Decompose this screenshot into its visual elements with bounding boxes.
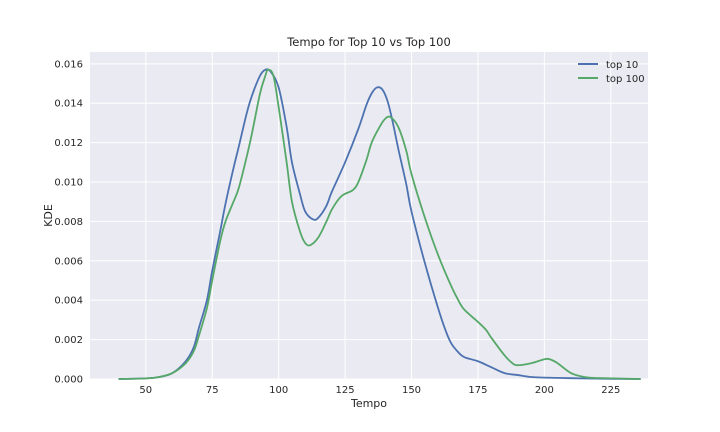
legend-label-top-100: top 100 [606,74,645,85]
x-tick-label: 100 [269,385,288,396]
y-tick-label: 0.002 [54,335,83,346]
tick-layer: 50 75 100 125 150 175 200 225 0.000 0.002 0.004 0.0… [54,59,620,396]
series-line-top-10 [118,68,641,380]
legend: top 10 top 100 [578,60,645,85]
y-tick-label: 0.010 [54,178,83,189]
x-tick-label: 200 [535,385,554,396]
y-tick-label: 0.008 [54,217,83,228]
y-tick-label: 0.000 [54,375,83,386]
legend-label-top-10: top 10 [606,60,638,71]
x-tick-label: 75 [206,385,219,396]
x-tick-label: 50 [139,385,152,396]
x-axis-label: Tempo [350,397,387,410]
series-layer [118,68,641,380]
x-tick-label: 150 [402,385,421,396]
y-tick-label: 0.004 [54,296,83,307]
chart-title: Tempo for Top 10 vs Top 100 [286,35,451,49]
series-line-top-100 [118,68,641,380]
y-tick-label: 0.012 [54,138,83,149]
y-tick-label: 0.016 [54,59,83,70]
y-tick-label: 0.014 [54,99,83,110]
x-tick-label: 225 [601,385,620,396]
x-tick-label: 175 [468,385,487,396]
plot-area [90,52,648,379]
x-tick-label: 125 [336,385,355,396]
y-axis-label: KDE [42,204,55,227]
y-tick-label: 0.006 [54,256,83,267]
